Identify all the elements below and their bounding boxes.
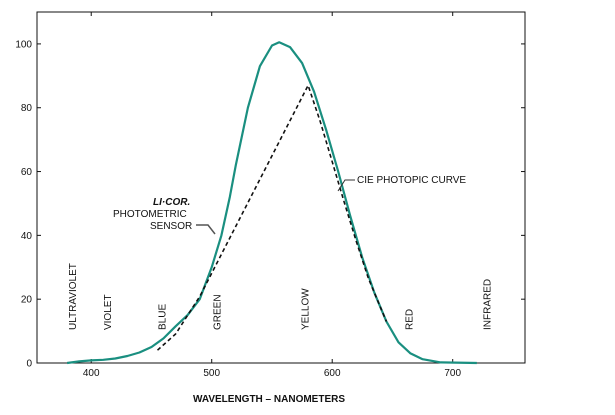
color-band-label: YELLOW (301, 288, 312, 330)
x-tick-label: 700 (444, 368, 461, 379)
y-tick-label: 40 (21, 231, 33, 242)
x-tick-label: 400 (83, 368, 100, 379)
y-tick-label: 0 (26, 359, 32, 370)
x-tick-label: 500 (203, 368, 220, 379)
cie-leader-line (337, 179, 355, 192)
color-band-label: VIOLET (103, 294, 114, 330)
axis-ticks: 0 20 40 60 80 100 400 500 600 700 (15, 12, 525, 379)
y-tick-label: 60 (21, 167, 33, 178)
cie-curve-label: CIE PHOTOPIC CURVE (357, 175, 466, 186)
sensor-response-line (66, 41, 477, 365)
color-band-label: ULTRAVIOLET (68, 263, 79, 330)
color-band-label: BLUE (157, 304, 168, 330)
cie-photopic-line (156, 84, 388, 351)
plot-frame (36, 11, 526, 364)
sensor-label-line1: PHOTOMETRIC (113, 209, 187, 220)
color-band-label: INFRARED (483, 279, 494, 330)
y-tick-label: 80 (21, 103, 33, 114)
color-band-labels: ULTRAVIOLET VIOLET BLUE GREEN YELLOW RED INFRA… (68, 263, 493, 330)
sensor-leader-line (196, 224, 216, 235)
x-axis-title: WAVELENGTH – NANOMETERS (193, 394, 345, 405)
y-tick-label: 20 (21, 295, 33, 306)
series-lines (66, 41, 477, 365)
color-band-label: RED (404, 309, 415, 330)
color-band-label: GREEN (213, 294, 224, 330)
licor-logo: LI·COR. (153, 197, 190, 208)
sensor-label-line2: SENSOR (150, 221, 192, 232)
x-tick-label: 600 (324, 368, 341, 379)
y-tick-label: 100 (15, 39, 32, 50)
